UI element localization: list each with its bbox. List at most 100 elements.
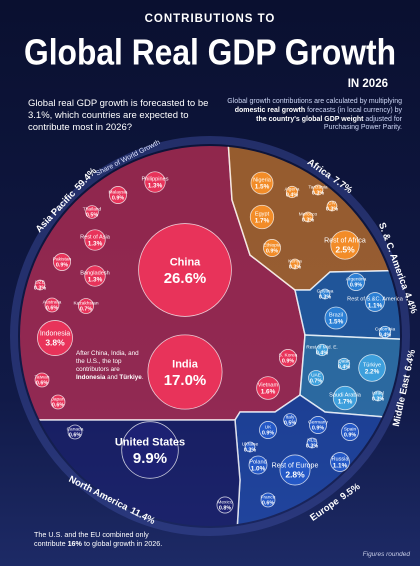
country-name: Canada [67, 427, 84, 433]
country-cell [365, 292, 385, 312]
country-name: Italy [286, 415, 295, 421]
text-segment: After China, India, and the U.S., the to… [76, 350, 139, 373]
country-name: Australia [43, 300, 62, 306]
country-cell [244, 441, 256, 453]
text-segment: to global growth in 2026. [81, 539, 163, 548]
country-cell [358, 354, 386, 382]
globe-ring [10, 136, 410, 536]
country-name: Kazakhstan [73, 301, 98, 307]
country-name: Qatar [338, 359, 350, 365]
country-value: 1.7% [255, 218, 270, 225]
country-cell [259, 421, 277, 439]
country-value: 0.4% [338, 365, 350, 371]
country-name: Colombia [375, 327, 396, 333]
country-value: 0.9% [266, 249, 278, 255]
country-cell [263, 239, 281, 257]
text-segment: Global growth contributions are calculat… [227, 98, 402, 105]
country-value: 26.6% [164, 270, 207, 287]
country-value: 0.9% [282, 359, 294, 365]
text-segment: . [141, 373, 144, 381]
country-name: Spain [344, 427, 357, 433]
country-cell [341, 423, 359, 441]
country-name: Thailand [83, 207, 102, 213]
country-value: 0.5% [284, 421, 296, 427]
annotation: After China, India, and the U.S., the to… [76, 350, 146, 381]
country-value: 1.6% [261, 389, 276, 396]
country-value: 0.3% [326, 207, 338, 213]
country-name: Mexico [217, 500, 233, 506]
country-cell [53, 253, 71, 271]
country-name: Poland [249, 459, 266, 465]
text-segment: 16% [67, 539, 82, 548]
country-cell [256, 376, 280, 400]
country-cell [248, 455, 268, 475]
country-name: Nigeria [253, 177, 272, 183]
country-value: 2.2% [365, 369, 380, 376]
country-name: Rest of Europe [272, 463, 319, 470]
country-cell [84, 265, 106, 287]
country-name: France [261, 495, 276, 501]
country-cell [332, 385, 358, 411]
country-cell [330, 452, 350, 472]
country-name: UAE [311, 373, 321, 379]
country-name: NLD [307, 438, 317, 444]
country-cell [144, 171, 166, 193]
subtitle: IN 2026 [348, 78, 388, 90]
country-name: Algeria [285, 187, 300, 193]
country-value: 0.6% [52, 403, 64, 409]
country-name: Ukraine [242, 442, 259, 448]
country-value: 0.6% [46, 306, 58, 312]
country-name: Saudi Arabia [329, 392, 362, 398]
country-value: 9.9% [133, 450, 167, 467]
country-name: Brazil [329, 312, 343, 318]
country-value: 0.3% [34, 286, 46, 292]
country-name: Vietnam [258, 382, 279, 388]
country-name: Rest of S.&C. America [347, 296, 404, 302]
country-value: 0.3% [302, 218, 314, 224]
intro-text: Global real GDP growth is forecasted to … [28, 98, 209, 133]
country-value: 0.3% [372, 397, 384, 403]
country-cell [330, 230, 360, 260]
country-value: 1.1% [333, 463, 348, 470]
country-name: Rest of Mid. E. [306, 345, 337, 351]
country-name: Guyana [317, 289, 334, 295]
country-value: 1.5% [255, 184, 270, 191]
country-name: Israel [372, 391, 384, 397]
country-name: Türkiye [363, 362, 381, 368]
country-cell [147, 334, 223, 410]
country-cell [109, 186, 127, 204]
country-value: 2.5% [335, 244, 355, 254]
country-name: Bangladesh [80, 270, 110, 276]
text-segment: and [105, 373, 120, 381]
country-value: 3.8% [45, 337, 65, 347]
country-cell [34, 279, 46, 291]
country-cell [67, 424, 83, 440]
country-value: 0.9% [112, 196, 124, 202]
country-cell [324, 306, 348, 330]
country-cell [312, 184, 324, 196]
country-cell [326, 200, 338, 212]
country-name: Pakistan [53, 257, 72, 263]
country-cell [84, 229, 106, 251]
country-value: 0.4% [316, 351, 328, 357]
country-value: 0.7% [80, 307, 92, 313]
text-segment: adjusted for Purchasing Power Parity. [323, 115, 402, 132]
country-value: 0.3% [289, 265, 301, 271]
country-name: United States [115, 436, 185, 448]
text-segment: Türkiye [119, 373, 142, 381]
country-value: 1.3% [148, 183, 163, 190]
country-cell [250, 171, 274, 195]
country-name: Tanzania [308, 185, 328, 191]
country-cell [138, 223, 232, 317]
country-cell [302, 211, 314, 223]
country-value: 0.5% [86, 213, 98, 219]
country-cell [289, 258, 301, 270]
country-cell [37, 320, 73, 356]
country-value: 0.4% [379, 333, 391, 339]
text-segment: forecasts (in local currency) by [305, 106, 402, 114]
country-value: 1.3% [88, 277, 103, 284]
text-segment: Indonesia [76, 373, 106, 381]
cell-layer: Philippines1.3%Malaysia0.9%Thailand0.5%R… [34, 171, 404, 514]
country-value: 0.6% [36, 381, 48, 387]
